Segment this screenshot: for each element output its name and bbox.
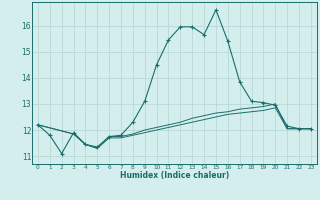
- X-axis label: Humidex (Indice chaleur): Humidex (Indice chaleur): [120, 171, 229, 180]
